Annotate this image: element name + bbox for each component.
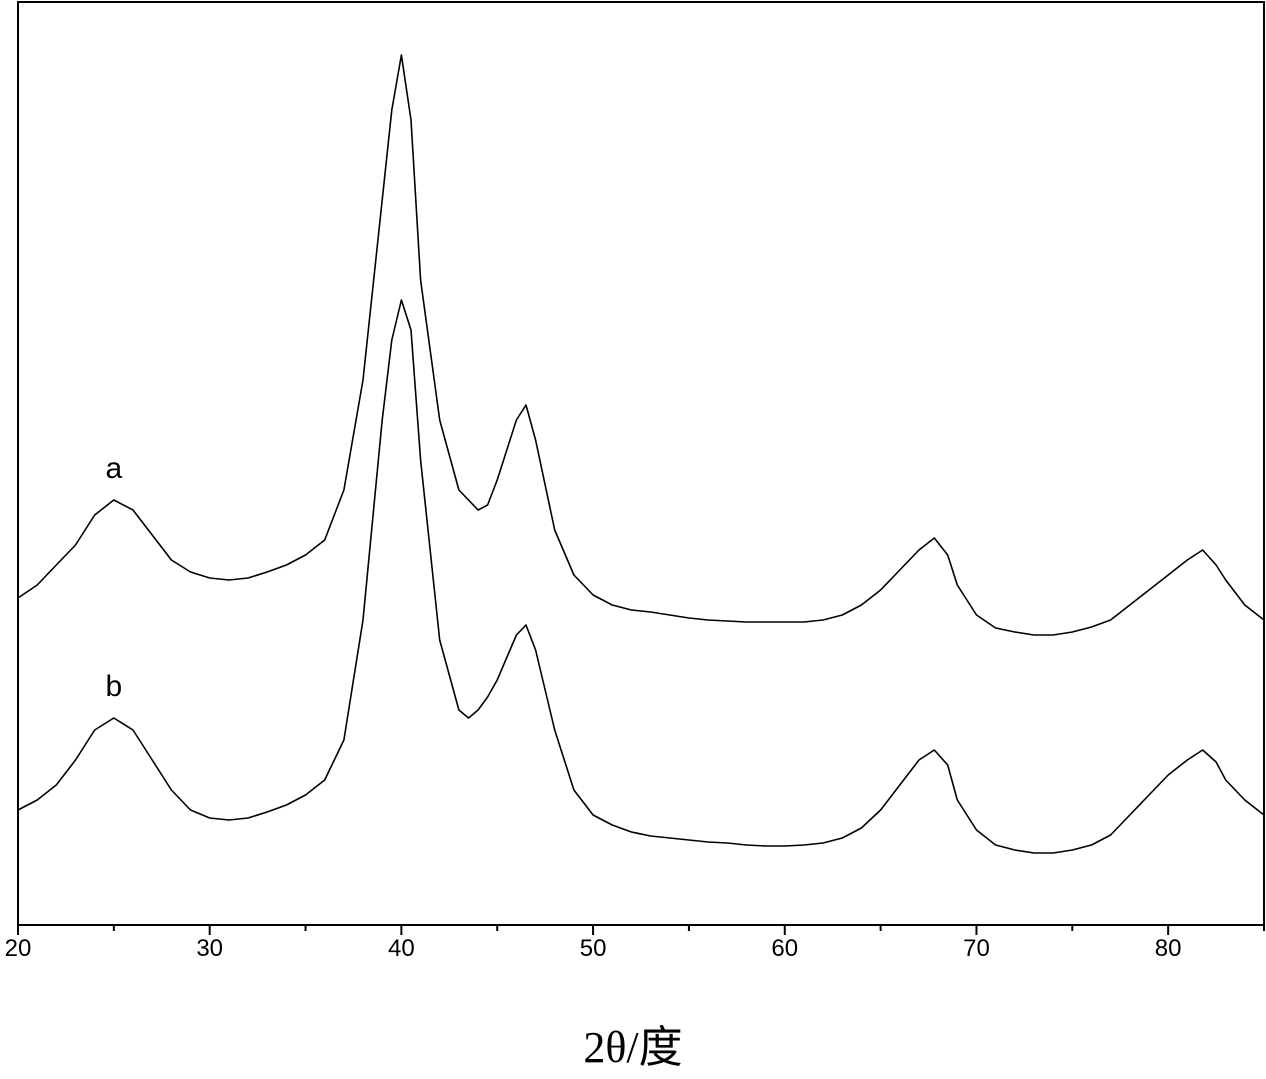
- plot-frame: [17, 1, 1265, 926]
- x-tick-label: 40: [388, 935, 415, 962]
- x-tick-label: 30: [196, 935, 223, 962]
- series-label: a: [106, 452, 123, 485]
- x-axis-title: 2θ/度: [583, 1023, 682, 1072]
- x-tick-label: 60: [771, 935, 798, 962]
- x-tick-label: 70: [963, 935, 990, 962]
- x-tick-label: 80: [1155, 935, 1182, 962]
- series-line: [17, 299, 1265, 854]
- x-tick-label: 20: [5, 935, 32, 962]
- series-line: [17, 54, 1265, 636]
- series-label: b: [106, 670, 123, 703]
- x-tick-label: 50: [580, 935, 607, 962]
